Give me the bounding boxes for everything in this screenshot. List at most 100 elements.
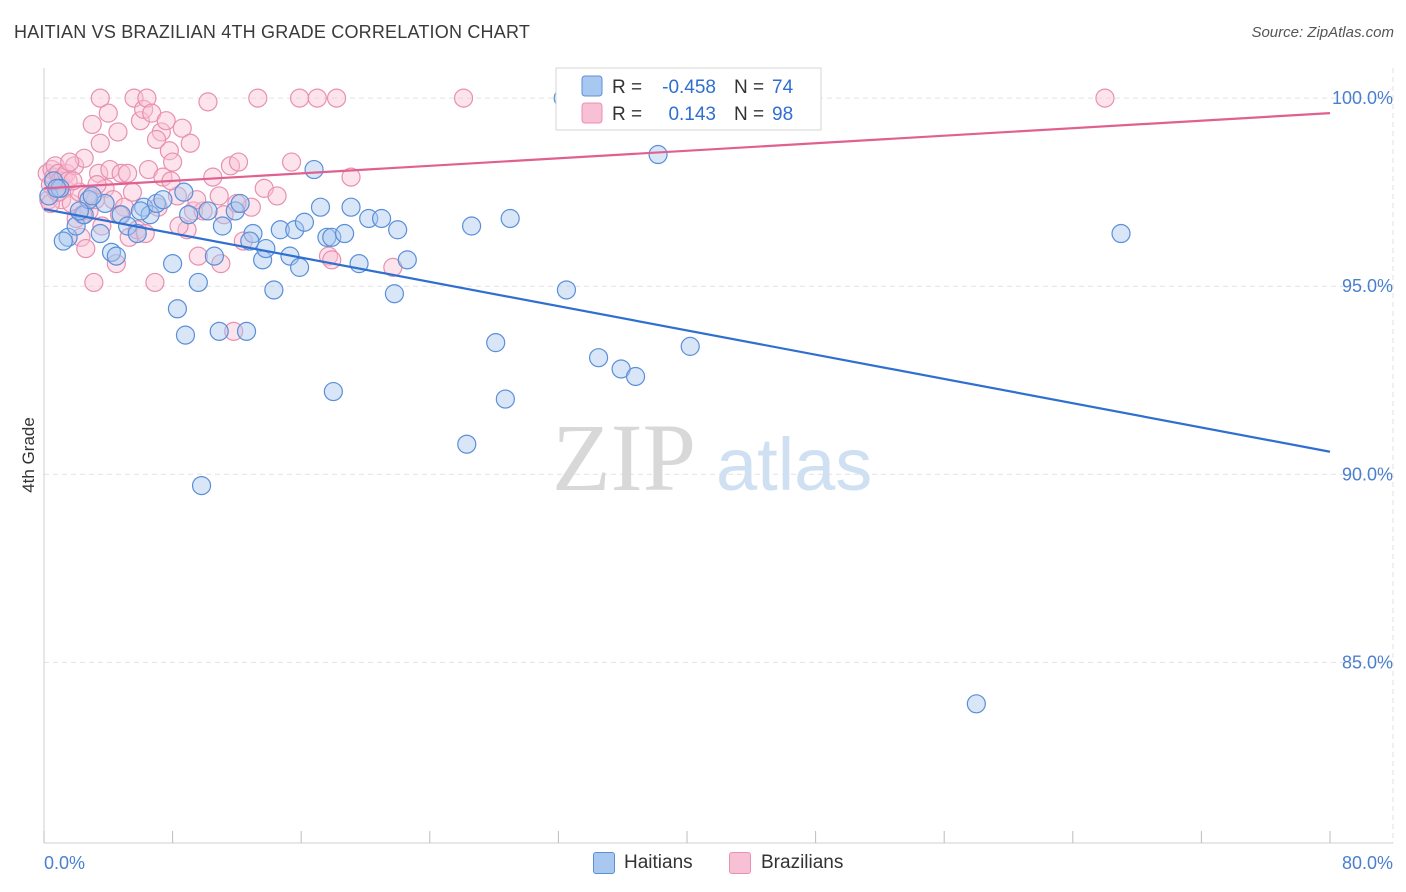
haitians-point (461, 216, 482, 236)
haitians-point (140, 205, 160, 225)
haitians-point (384, 284, 405, 304)
brazilians-point (117, 163, 138, 183)
haitians-point (289, 257, 310, 277)
brazilians-point (122, 182, 143, 202)
brazilians-point (98, 103, 118, 123)
haitians-point (294, 212, 315, 232)
haitians-point (240, 231, 260, 251)
tick-labels: 85.0% 90.0% 95.0% 100.0% 0.0% 80.0% (44, 88, 1393, 873)
brazilians-point (106, 254, 126, 274)
chart-title: HAITIAN VS BRAZILIAN 4TH GRADE CORRELATI… (14, 22, 531, 42)
bottom-legend-swatch-haitians (593, 852, 615, 874)
brazilians-point (326, 88, 347, 108)
haitians-point (388, 220, 408, 240)
haitians-point (486, 333, 506, 353)
bottom-legend: Haitians Brazilians (0, 850, 1406, 878)
haitians-point (457, 434, 477, 454)
watermark-atlas: atlas (716, 423, 872, 506)
bottom-legend-label-brazilians: Brazilians (761, 852, 844, 873)
haitians-point (179, 205, 199, 225)
haitians-point (264, 280, 284, 300)
brazilians-point (84, 272, 104, 293)
brazilians-point (241, 197, 261, 217)
brazilians-point (318, 246, 339, 266)
brazilians-point (159, 141, 179, 161)
legend-box: R = -0.458 N = 74 R = 0.143 N = 98 (555, 67, 822, 131)
haitians-point (625, 366, 646, 387)
x-tick-label: 0.0% (44, 853, 85, 873)
brazilians-point (209, 186, 229, 206)
brazilians-point (228, 152, 249, 172)
brazilians-point (198, 92, 218, 112)
haitians-point (175, 325, 196, 345)
bottom-legend-swatch-brazilians (729, 852, 751, 874)
haitians-point (212, 216, 233, 236)
gridlines (44, 68, 1394, 843)
legend-r-value-2: 0.143 (668, 104, 716, 125)
haitians-point (256, 238, 276, 259)
legend-n-label-1: N = (734, 77, 764, 98)
haitians-point (82, 186, 102, 206)
brazilians-point (1095, 88, 1115, 108)
haitians-point (191, 475, 212, 496)
haitians-points (39, 88, 1131, 714)
brazilians-point (322, 250, 342, 270)
y-tick-label: 90.0% (1342, 464, 1393, 484)
haitians-point (1111, 223, 1131, 244)
brazilians-point (172, 118, 192, 138)
haitians-point (53, 231, 73, 251)
haitians-point (397, 250, 417, 270)
haitians-point (323, 381, 343, 402)
haitians-point (204, 246, 224, 266)
brazilians-point (90, 88, 110, 108)
haitians-point (341, 197, 361, 217)
haitians-point (127, 223, 147, 244)
legend-r-label-1: R = (612, 77, 642, 98)
brazilians-point (211, 254, 231, 274)
x-tick-label: 80.0% (1342, 853, 1393, 873)
haitians-point (335, 223, 355, 244)
haitians-point (209, 321, 229, 341)
legend-swatch-haitians (581, 75, 603, 97)
haitians-point (680, 336, 700, 356)
haitians-point (236, 321, 257, 341)
legend-r-value-1: -0.458 (662, 77, 716, 98)
brazilians-trend-line (43, 112, 1331, 190)
brazilians-point (137, 88, 157, 108)
haitians-point (174, 182, 194, 202)
haitians-point (130, 201, 151, 221)
haitians-point (495, 389, 515, 409)
brazilians-point (108, 122, 128, 142)
haitians-point (304, 159, 324, 180)
brazilians-point (281, 152, 302, 172)
haitians-point (588, 348, 609, 368)
brazilians-point (130, 111, 151, 131)
brazilians-point (90, 133, 110, 153)
brazilians-point (341, 167, 361, 187)
brazilians-point (163, 152, 183, 172)
legend-swatch-brazilians (581, 102, 603, 124)
haitians-point (500, 208, 520, 229)
legend-n-label-2: N = (734, 104, 764, 125)
brazilians-point (289, 88, 310, 108)
y-axis-label: 4th Grade (19, 417, 38, 493)
haitians-point (310, 197, 331, 217)
haitians-point (66, 216, 86, 236)
brazilians-point (453, 88, 474, 108)
brazilians-point (307, 88, 327, 108)
brazilians-point (267, 186, 287, 206)
watermark-zip: ZIP (552, 404, 696, 511)
haitians-point (371, 208, 392, 229)
haitians-point (134, 197, 154, 217)
y-tick-label: 100.0% (1332, 88, 1393, 108)
haitians-trend-line (43, 207, 1331, 453)
haitians-point (198, 201, 218, 221)
y-tick-label: 95.0% (1342, 276, 1393, 296)
trend-lines (43, 112, 1331, 453)
brazilians-point (76, 238, 96, 259)
brazilians-point (156, 111, 176, 131)
chart-source: Source: ZipAtlas.com (1251, 24, 1394, 41)
haitians-point (322, 227, 342, 247)
brazilians-point (82, 114, 102, 135)
